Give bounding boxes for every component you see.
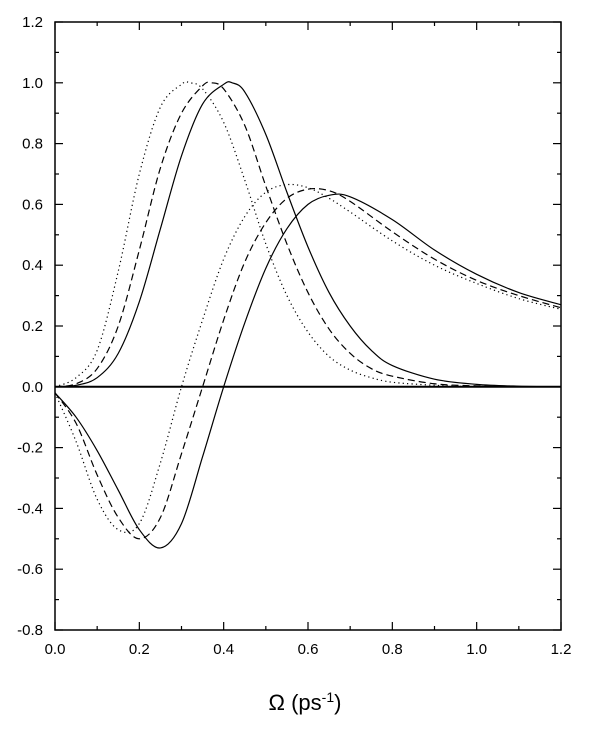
y-tick-labels: 1.2 1.0 0.8 0.6 0.4 0.2 0.0 -0.2 -0.4 -0.6 -0.8	[17, 14, 43, 639]
x-tick-label: 0.8	[382, 641, 403, 658]
x-axis-title-unit-open: (ps	[285, 690, 322, 715]
y-tick-label: -0.2	[17, 440, 43, 457]
x-tick-label: 0.6	[298, 641, 319, 658]
y-tick-label: 0.4	[22, 257, 43, 274]
x-tick-label: 0.2	[129, 641, 150, 658]
x-tick-label: 0.4	[213, 641, 234, 658]
series-peak-one-dotted-line	[54, 81, 561, 388]
x-axis-title-symbol: Ω	[269, 690, 285, 715]
series-peak-one-dashed-line	[54, 81, 562, 388]
x-tick-label: 1.0	[466, 641, 487, 658]
x-tick-label: 0.0	[45, 641, 66, 658]
y-tick-label: 1.2	[22, 14, 43, 31]
y-tick-label: -0.4	[17, 500, 43, 517]
plot-frame	[54, 21, 562, 631]
y-tick-label: 1.0	[22, 75, 43, 92]
y-tick-label: 0.0	[22, 379, 43, 396]
x-axis-title-unit-exponent: -1	[322, 689, 335, 705]
y-tick-label: 0.8	[22, 136, 43, 153]
x-axis-title: Ω (ps-1)	[269, 689, 342, 715]
y-tick-label: -0.6	[17, 561, 43, 578]
y-tick-label: -0.8	[17, 622, 43, 639]
y-tick-label: 0.6	[22, 196, 43, 213]
y-tick-label: 0.2	[22, 318, 43, 335]
curves-layer	[54, 81, 562, 549]
x-axis-title-unit-close: )	[334, 690, 341, 715]
series-peak-one-solid-line	[54, 81, 562, 388]
x-tick-labels: 0.0 0.2 0.4 0.6 0.8 1.0 1.2	[45, 641, 572, 658]
x-tick-label: 1.2	[551, 641, 572, 658]
series-peak-two-dotted-line	[54, 183, 562, 534]
series-peak-two-solid-line	[54, 193, 562, 549]
series-peak-two-dashed-line	[54, 187, 562, 540]
